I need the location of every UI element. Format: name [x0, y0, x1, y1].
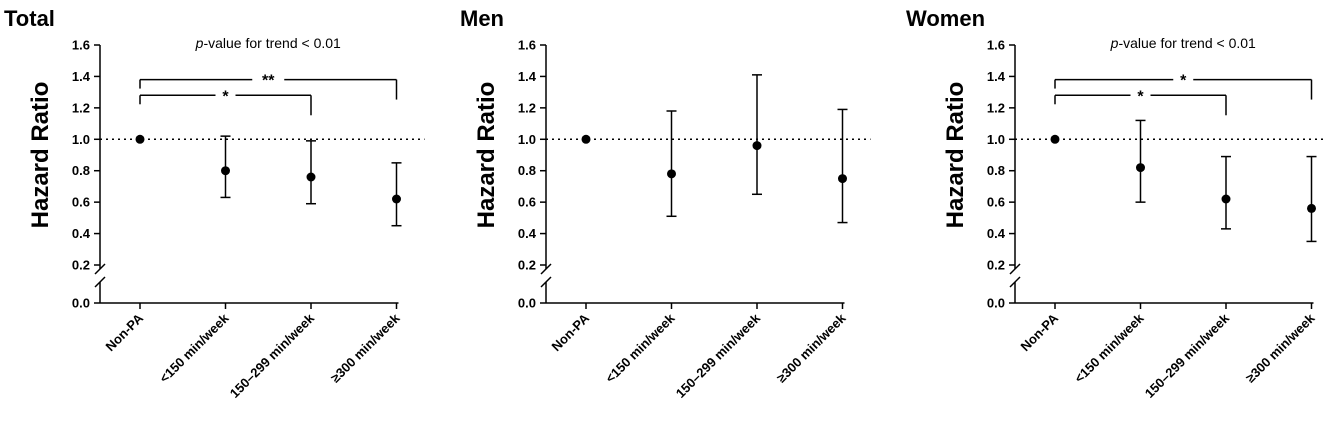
trend-annotation-text: -value for trend < 0.01 — [1118, 35, 1256, 51]
y-tick-label: 0.8 — [987, 163, 1005, 178]
data-point — [306, 172, 316, 182]
trend-p-symbol: p — [195, 35, 204, 51]
x-tick-label: <150 min/week — [602, 310, 678, 386]
y-tick-label: 1.2 — [987, 100, 1005, 115]
y-axis-label: Hazard Ratio — [473, 82, 500, 229]
x-tick-label: Non-PA — [548, 310, 592, 354]
x-tick-label: <150 min/week — [156, 310, 232, 386]
data-point — [135, 134, 145, 144]
axis-break-mark — [94, 263, 106, 275]
x-tick-label: 150–299 min/week — [673, 310, 764, 401]
panel-title: Total — [4, 6, 55, 31]
trend-annotation-text: -value for trend < 0.01 — [203, 35, 341, 51]
axis-break-mark — [540, 276, 552, 288]
significance-label: * — [222, 88, 229, 105]
x-tick-label: Non-PA — [1017, 310, 1061, 354]
data-point — [667, 169, 676, 179]
data-point — [392, 194, 401, 204]
data-point — [581, 134, 591, 144]
y-axis-label: Hazard Ratio — [942, 82, 969, 229]
chart-panel-0: Total Hazard Ratio 0.0 0.2 0.4 0.6 0.8 1.0 1.2 1.… — [4, 6, 425, 401]
y-tick-label: 0.8 — [72, 163, 90, 178]
significance-label: * — [1137, 88, 1144, 105]
data-point — [1050, 134, 1060, 144]
panel-title: Women — [906, 6, 985, 31]
data-point — [1221, 194, 1231, 204]
y-tick-label: 1.6 — [987, 38, 1005, 53]
data-point — [1136, 163, 1145, 173]
data-point — [752, 141, 762, 151]
data-point — [221, 166, 230, 176]
chart-panel-2: Women Hazard Ratio 0.0 0.2 0.4 0.6 0.8 1.0 1.2 1.… — [906, 6, 1325, 401]
trend-annotation: p-value for trend < 0.01 — [1110, 35, 1256, 51]
y-tick-label: 1.0 — [518, 132, 536, 147]
trend-annotation: p-value for trend < 0.01 — [195, 35, 341, 51]
y-tick-label: 0.6 — [518, 195, 536, 210]
x-tick-label: 150–299 min/week — [227, 310, 318, 401]
data-point — [838, 174, 847, 184]
axis-break-mark — [540, 263, 552, 275]
x-tick-label: <150 min/week — [1071, 310, 1147, 386]
y-tick-label: 1.4 — [518, 69, 537, 84]
axis-break-mark — [1009, 263, 1021, 275]
y-tick-label: 0.0 — [72, 296, 90, 311]
data-point — [1307, 203, 1316, 213]
y-tick-label: 0.0 — [518, 296, 536, 311]
x-tick-label: ≥300 min/week — [1243, 310, 1318, 385]
y-tick-label: 1.6 — [518, 38, 536, 53]
significance-label: ** — [262, 73, 275, 90]
axis-break-mark — [94, 276, 106, 288]
y-tick-label: 0.2 — [72, 258, 90, 273]
y-tick-label: 1.0 — [987, 132, 1005, 147]
axis-break-mark — [1009, 276, 1021, 288]
y-tick-label: 0.8 — [518, 163, 536, 178]
y-tick-label: 0.2 — [987, 258, 1005, 273]
y-tick-label: 1.4 — [987, 69, 1006, 84]
y-tick-label: 0.6 — [987, 195, 1005, 210]
trend-p-symbol: p — [1110, 35, 1119, 51]
y-axis-label: Hazard Ratio — [27, 82, 54, 229]
significance-label: * — [1180, 73, 1187, 90]
y-tick-label: 0.0 — [987, 296, 1005, 311]
y-tick-label: 0.4 — [987, 226, 1006, 241]
y-tick-label: 1.2 — [518, 100, 536, 115]
chart-panel-1: Men Hazard Ratio 0.0 0.2 0.4 0.6 0.8 1.0 1.2 1.4 1… — [460, 6, 871, 401]
x-tick-label: Non-PA — [102, 310, 146, 354]
x-tick-label: ≥300 min/week — [774, 310, 849, 385]
y-tick-label: 1.0 — [72, 132, 90, 147]
x-tick-label: ≥300 min/week — [328, 310, 403, 385]
panel-title: Men — [460, 6, 504, 31]
x-tick-label: 150–299 min/week — [1142, 310, 1233, 401]
y-tick-label: 1.6 — [72, 38, 90, 53]
y-tick-label: 0.6 — [72, 195, 90, 210]
y-tick-label: 1.2 — [72, 100, 90, 115]
y-tick-label: 0.2 — [518, 258, 536, 273]
y-tick-label: 1.4 — [72, 69, 91, 84]
y-tick-label: 0.4 — [72, 226, 91, 241]
y-tick-label: 0.4 — [518, 226, 537, 241]
